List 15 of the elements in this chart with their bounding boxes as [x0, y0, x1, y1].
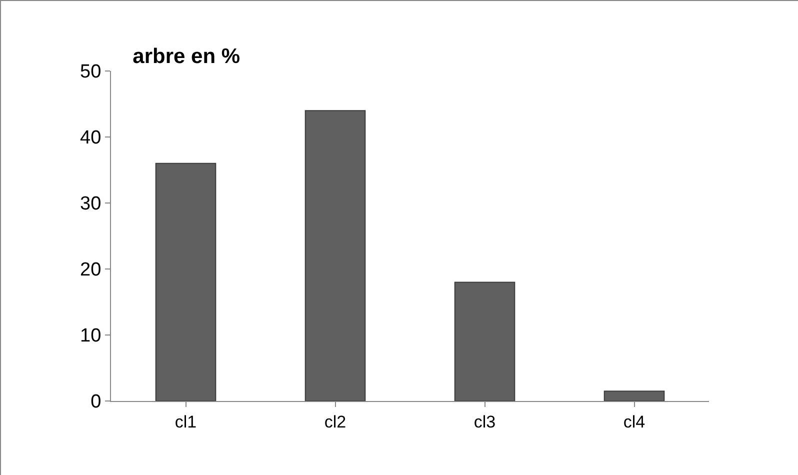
- x-tick-label: cl4: [623, 412, 646, 432]
- y-tick-label: 40: [80, 128, 102, 149]
- bar: [454, 282, 516, 401]
- y-tick-label: 30: [80, 194, 102, 215]
- y-tick-label: 0: [90, 392, 102, 413]
- x-tick-label: cl2: [324, 412, 346, 432]
- x-tick-label: cl3: [474, 412, 496, 432]
- bar: [155, 162, 216, 401]
- bar: [304, 110, 366, 401]
- y-tick-label: 10: [80, 326, 102, 347]
- x-tick-label: cl1: [174, 412, 197, 432]
- y-tick-label: 20: [80, 260, 102, 281]
- bar: [604, 390, 665, 401]
- y-tick-label: 50: [80, 62, 102, 83]
- chart-title: arbre en %: [132, 45, 240, 68]
